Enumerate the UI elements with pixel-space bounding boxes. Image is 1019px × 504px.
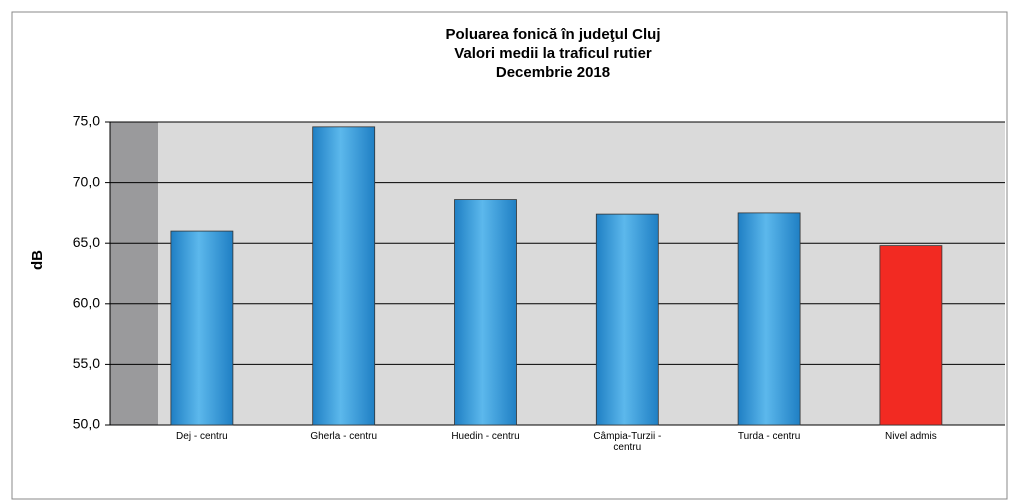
y-tick-label: 70,0 <box>73 173 100 189</box>
bar <box>595 213 659 426</box>
chart-title: Valori medii la traficul rutier <box>454 45 652 62</box>
y-tick-label: 60,0 <box>73 295 100 311</box>
chart-title: Poluarea fonică în judeţul Cluj <box>445 26 660 43</box>
y-axis-label: dB <box>29 250 46 270</box>
y-tick-label: 75,0 <box>73 113 100 129</box>
x-tick-label: Turda - centru <box>737 431 801 442</box>
x-tick-label: Câmpia-Turzii - centru <box>593 431 662 453</box>
frame <box>11 11 1008 500</box>
plot-area <box>110 122 1005 425</box>
side-wall <box>110 122 158 425</box>
y-tick-label: 50,0 <box>73 416 100 432</box>
bar <box>737 212 801 426</box>
x-tick-label: Dej - centru <box>176 431 228 442</box>
chart-title: Decembrie 2018 <box>496 64 610 81</box>
y-tick-label: 65,0 <box>73 234 100 250</box>
bar <box>454 199 517 426</box>
x-tick-label: Nivel admis <box>885 431 937 442</box>
x-tick-label: Huedin - centru <box>451 431 520 442</box>
bar <box>312 126 376 426</box>
bar <box>879 245 943 426</box>
y-tick-label: 55,0 <box>73 355 100 371</box>
bar <box>170 230 234 426</box>
x-tick-label: Gherla - centru <box>310 431 378 442</box>
